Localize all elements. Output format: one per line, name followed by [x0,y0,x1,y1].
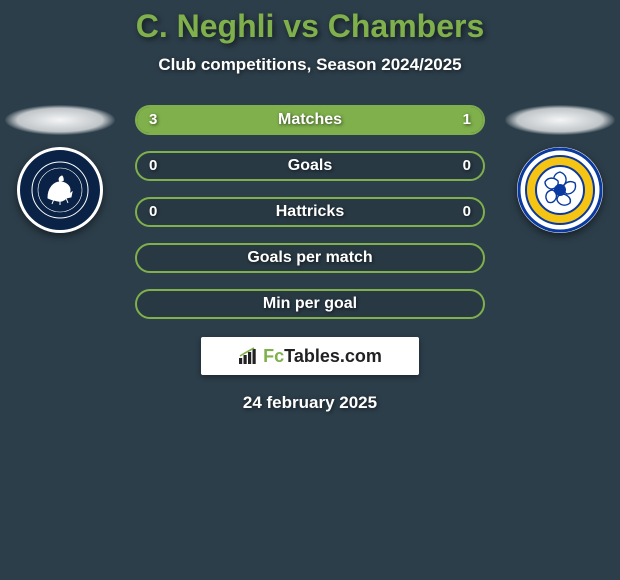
club-crest-right [517,147,603,233]
club-crest-left [17,147,103,233]
page-title: C. Neghli vs Chambers [0,0,620,45]
bars-icon [238,347,260,365]
player-placeholder-left [5,105,115,135]
brand-prefix: Fc [263,346,284,366]
stat-row-hattricks: 0 Hattricks 0 [135,197,485,227]
stat-rows: 3 Matches 1 0 Goals 0 0 Hattricks 0 Goal… [135,105,485,319]
stat-value-right: 1 [463,107,471,133]
stat-label: Min per goal [137,291,483,317]
stat-value-right: 0 [463,153,471,179]
player-placeholder-right [505,105,615,135]
stat-label: Goals [137,153,483,179]
stat-row-goals: 0 Goals 0 [135,151,485,181]
brand-badge: FcTables.com [201,337,419,375]
stat-label: Matches [137,107,483,133]
club-right [500,105,620,233]
brand-text: FcTables.com [263,346,382,367]
snapshot-date: 24 february 2025 [0,393,620,413]
stat-value-right: 0 [463,199,471,225]
lion-icon [30,160,90,220]
stat-row-goals-per-match: Goals per match [135,243,485,273]
stat-label: Hattricks [137,199,483,225]
brand-suffix: Tables.com [284,346,382,366]
page-subtitle: Club competitions, Season 2024/2025 [0,55,620,75]
stat-row-min-per-goal: Min per goal [135,289,485,319]
stat-label: Goals per match [137,245,483,271]
stat-row-matches: 3 Matches 1 [135,105,485,135]
club-left [0,105,120,233]
comparison-panel: 3 Matches 1 0 Goals 0 0 Hattricks 0 Goal… [0,105,620,413]
rose-icon [517,147,603,233]
